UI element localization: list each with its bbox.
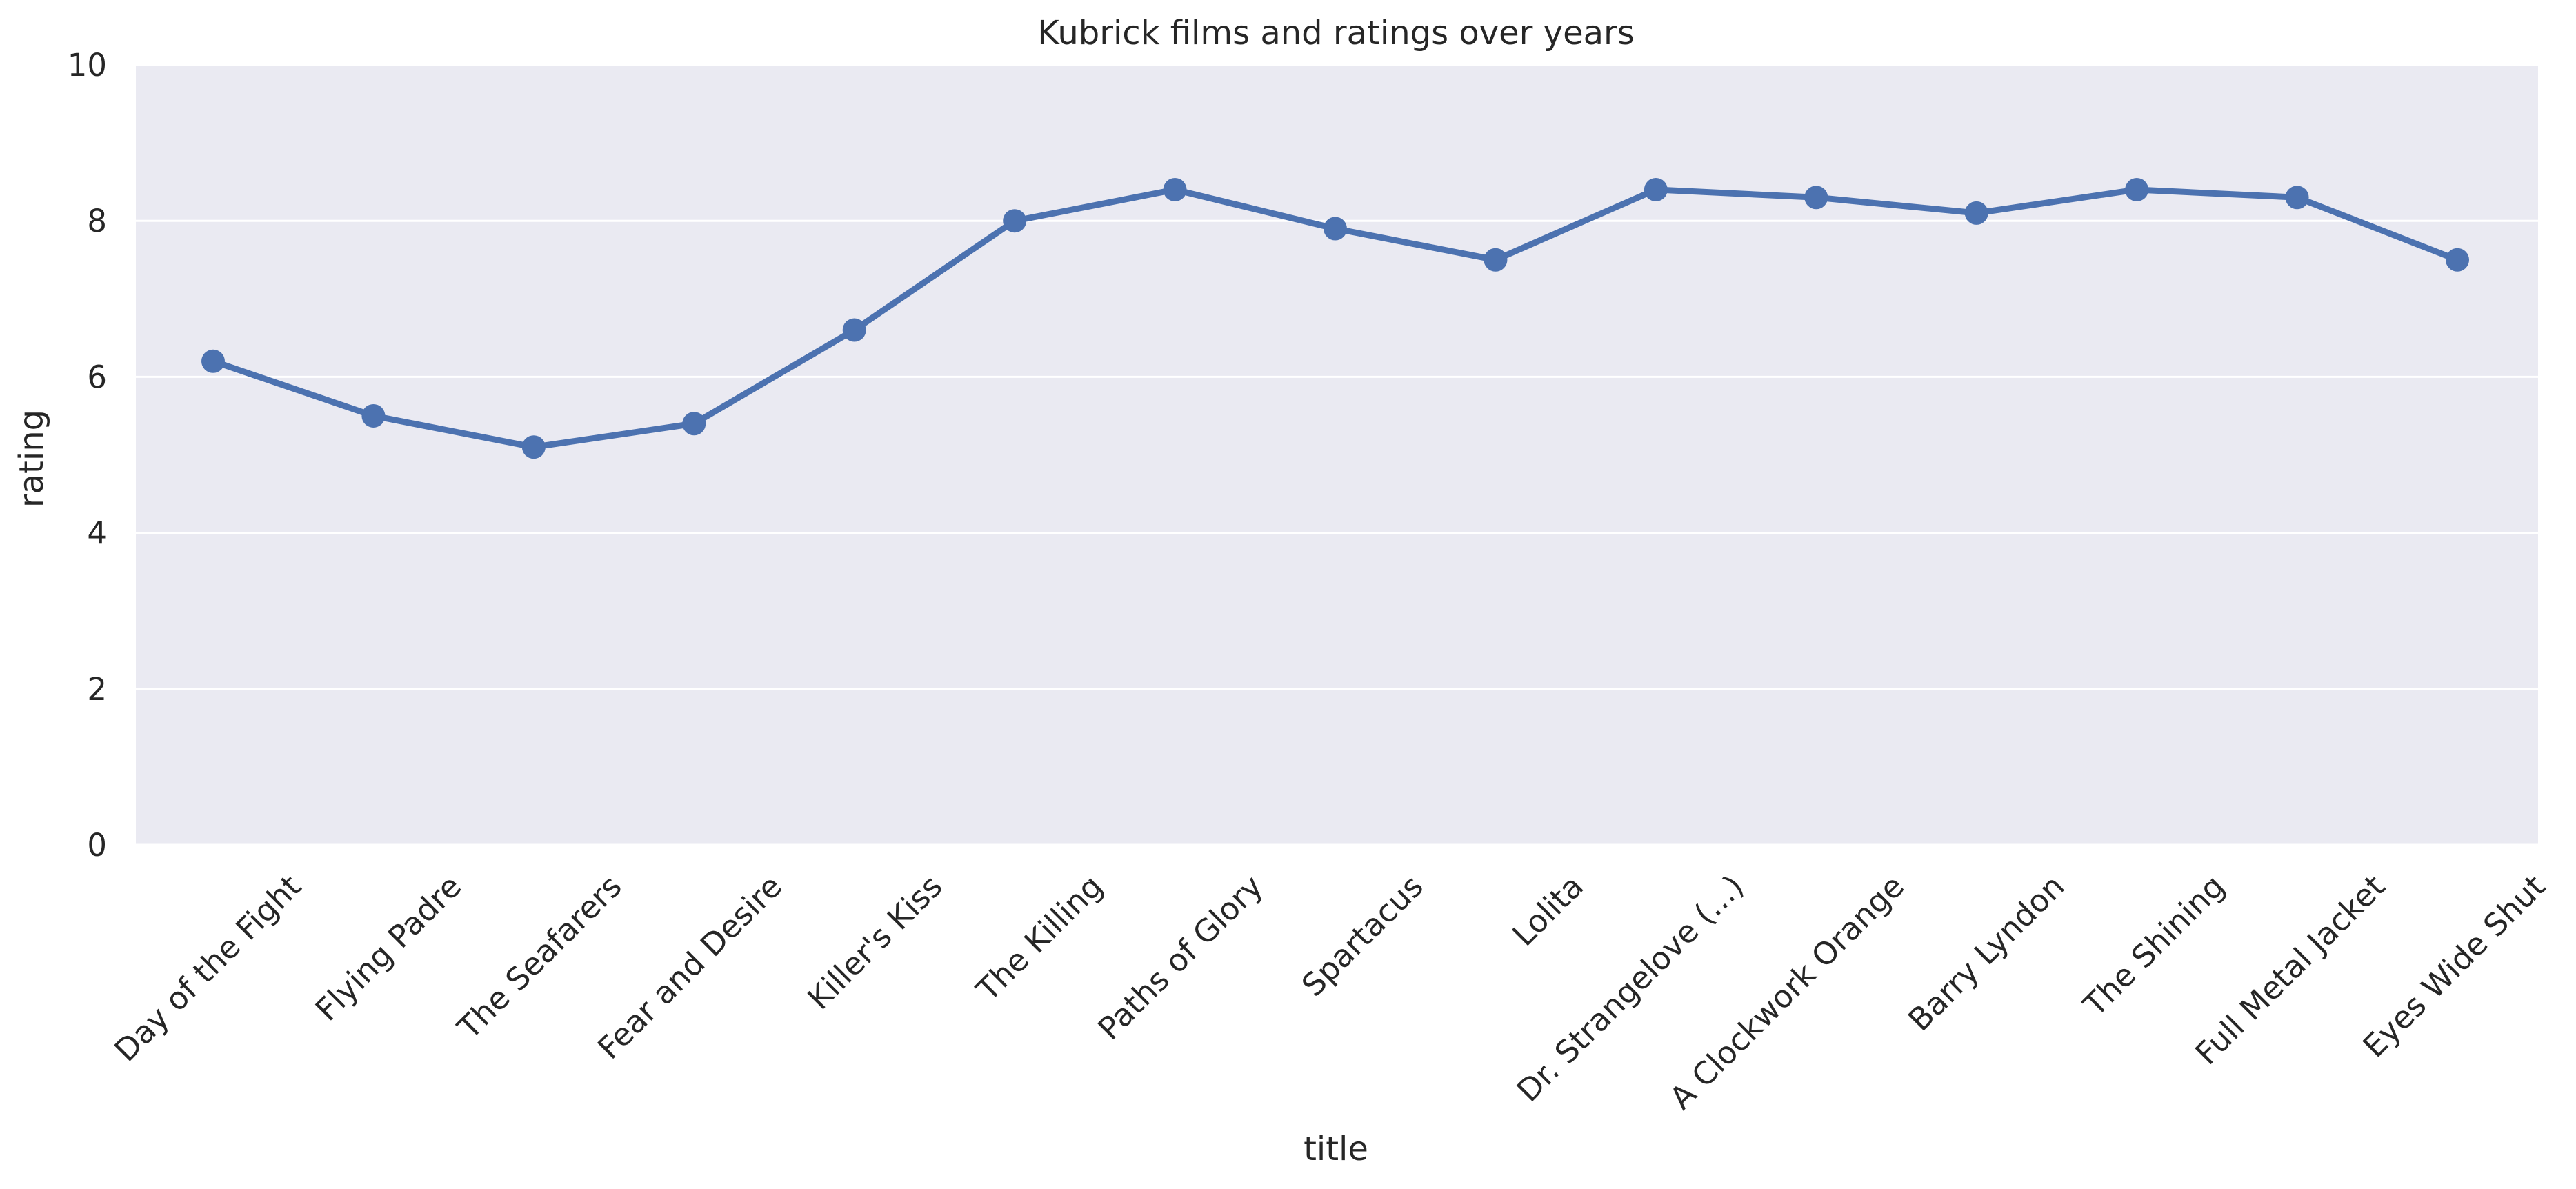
y-tick-label: 8	[87, 203, 107, 239]
x-tick-label: Day of the Fight	[108, 868, 308, 1068]
data-point	[1324, 217, 1347, 241]
data-point	[1163, 177, 1187, 201]
x-tick-label: Lolita	[1505, 868, 1590, 953]
data-point	[842, 318, 866, 342]
x-tick-label: Paths of Glory	[1091, 868, 1270, 1047]
data-point	[2125, 177, 2149, 201]
plot-area	[136, 65, 2538, 845]
data-point	[1484, 248, 1508, 272]
data-points	[201, 177, 2469, 459]
data-point	[2285, 186, 2309, 210]
x-tick-label: Barry Lyndon	[1901, 868, 2071, 1038]
x-tick-label: Killer's Kiss	[801, 868, 950, 1017]
x-tick-label: Spartacus	[1295, 868, 1430, 1003]
y-tick-label: 2	[87, 671, 107, 708]
y-tick-label: 4	[87, 515, 107, 552]
data-point	[521, 435, 546, 459]
data-point	[682, 412, 706, 436]
data-point	[361, 403, 386, 428]
y-axis-ticks: 0 2 4 6 8 10	[68, 47, 107, 863]
data-point	[1964, 201, 1988, 225]
y-tick-label: 0	[87, 827, 107, 863]
y-tick-label: 10	[68, 47, 107, 83]
x-tick-label: The Seafarers	[450, 868, 629, 1046]
data-point	[1804, 186, 1828, 210]
y-axis-label: rating	[12, 410, 51, 508]
data-point	[2446, 248, 2469, 272]
chart-title: Kubrick films and ratings over years	[1037, 14, 1635, 52]
data-point	[1644, 177, 1668, 201]
x-axis-label: title	[1304, 1130, 1368, 1168]
x-tick-label: The Shining	[2076, 868, 2232, 1023]
x-tick-label: Flying Padre	[308, 868, 468, 1028]
data-point	[1003, 209, 1027, 233]
x-tick-label: The Killing	[969, 868, 1110, 1008]
data-point	[201, 349, 225, 373]
y-tick-label: 6	[87, 359, 107, 395]
